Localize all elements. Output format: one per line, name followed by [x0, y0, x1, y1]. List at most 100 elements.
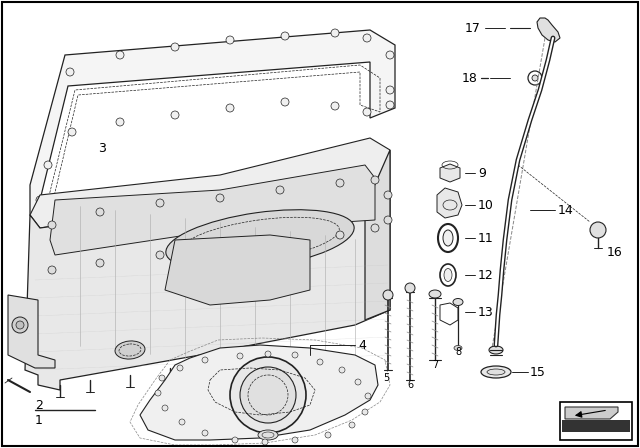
Text: 3: 3	[98, 142, 106, 155]
Circle shape	[240, 367, 296, 423]
Polygon shape	[437, 188, 462, 218]
Text: 16: 16	[607, 246, 623, 258]
Circle shape	[349, 422, 355, 428]
Circle shape	[202, 430, 208, 436]
Circle shape	[36, 196, 44, 204]
Circle shape	[405, 283, 415, 293]
Circle shape	[202, 357, 208, 363]
Polygon shape	[8, 295, 55, 368]
Circle shape	[281, 32, 289, 40]
Circle shape	[216, 194, 224, 202]
Circle shape	[156, 199, 164, 207]
Circle shape	[226, 36, 234, 44]
Text: 4: 4	[358, 339, 366, 352]
Polygon shape	[365, 150, 390, 320]
Circle shape	[16, 321, 24, 329]
Ellipse shape	[453, 298, 463, 306]
Polygon shape	[440, 164, 460, 182]
Text: 2: 2	[35, 399, 43, 412]
Circle shape	[116, 118, 124, 126]
Circle shape	[177, 365, 183, 371]
Polygon shape	[25, 200, 390, 390]
Circle shape	[339, 367, 345, 373]
Circle shape	[383, 290, 393, 300]
Ellipse shape	[258, 430, 278, 440]
Circle shape	[292, 437, 298, 443]
Text: 1: 1	[35, 414, 43, 426]
Circle shape	[371, 224, 379, 232]
Circle shape	[331, 102, 339, 110]
Circle shape	[276, 186, 284, 194]
Circle shape	[116, 51, 124, 59]
Text: 15: 15	[530, 366, 546, 379]
Circle shape	[276, 238, 284, 246]
Circle shape	[48, 221, 56, 229]
Text: 6: 6	[407, 380, 413, 390]
Circle shape	[325, 432, 331, 438]
Circle shape	[96, 208, 104, 216]
Circle shape	[232, 437, 238, 443]
Text: 14: 14	[558, 203, 573, 216]
Text: 13: 13	[478, 306, 493, 319]
Text: 10: 10	[478, 198, 494, 211]
Polygon shape	[565, 407, 618, 419]
Circle shape	[48, 266, 56, 274]
Ellipse shape	[481, 366, 511, 378]
Circle shape	[363, 34, 371, 42]
Circle shape	[226, 104, 234, 112]
Circle shape	[331, 29, 339, 37]
Circle shape	[384, 191, 392, 199]
Circle shape	[230, 357, 306, 433]
Text: 9: 9	[478, 167, 486, 180]
Circle shape	[371, 176, 379, 184]
Circle shape	[171, 43, 179, 51]
Circle shape	[216, 244, 224, 252]
Circle shape	[365, 393, 371, 399]
Circle shape	[386, 101, 394, 109]
Circle shape	[171, 111, 179, 119]
Polygon shape	[30, 30, 395, 220]
Ellipse shape	[489, 346, 503, 354]
Text: 17: 17	[465, 22, 481, 34]
Circle shape	[68, 128, 76, 136]
Circle shape	[159, 375, 165, 381]
Circle shape	[532, 75, 538, 81]
Text: 11: 11	[478, 232, 493, 245]
Circle shape	[265, 351, 271, 357]
Circle shape	[96, 259, 104, 267]
Ellipse shape	[429, 290, 441, 298]
Circle shape	[156, 251, 164, 259]
Bar	[562, 420, 630, 432]
Circle shape	[44, 161, 52, 169]
Circle shape	[528, 71, 542, 85]
Circle shape	[66, 68, 74, 76]
Text: 12: 12	[478, 268, 493, 281]
Ellipse shape	[487, 369, 505, 375]
Ellipse shape	[115, 341, 145, 359]
Circle shape	[162, 405, 168, 411]
Circle shape	[155, 390, 161, 396]
Circle shape	[317, 359, 323, 365]
Polygon shape	[50, 165, 375, 255]
Ellipse shape	[443, 230, 453, 246]
Circle shape	[336, 179, 344, 187]
Text: 5: 5	[383, 373, 389, 383]
Circle shape	[292, 352, 298, 358]
Circle shape	[355, 379, 361, 385]
Polygon shape	[165, 235, 310, 305]
Circle shape	[179, 419, 185, 425]
Text: 18: 18	[462, 72, 478, 85]
Polygon shape	[537, 18, 560, 42]
Text: 7: 7	[432, 360, 438, 370]
Circle shape	[281, 98, 289, 106]
Polygon shape	[140, 345, 378, 440]
Ellipse shape	[166, 210, 354, 270]
Bar	[560, 402, 632, 440]
Circle shape	[262, 439, 268, 445]
Ellipse shape	[454, 345, 462, 350]
Circle shape	[386, 51, 394, 59]
Circle shape	[363, 108, 371, 116]
Circle shape	[237, 353, 243, 359]
Circle shape	[386, 86, 394, 94]
Circle shape	[336, 231, 344, 239]
